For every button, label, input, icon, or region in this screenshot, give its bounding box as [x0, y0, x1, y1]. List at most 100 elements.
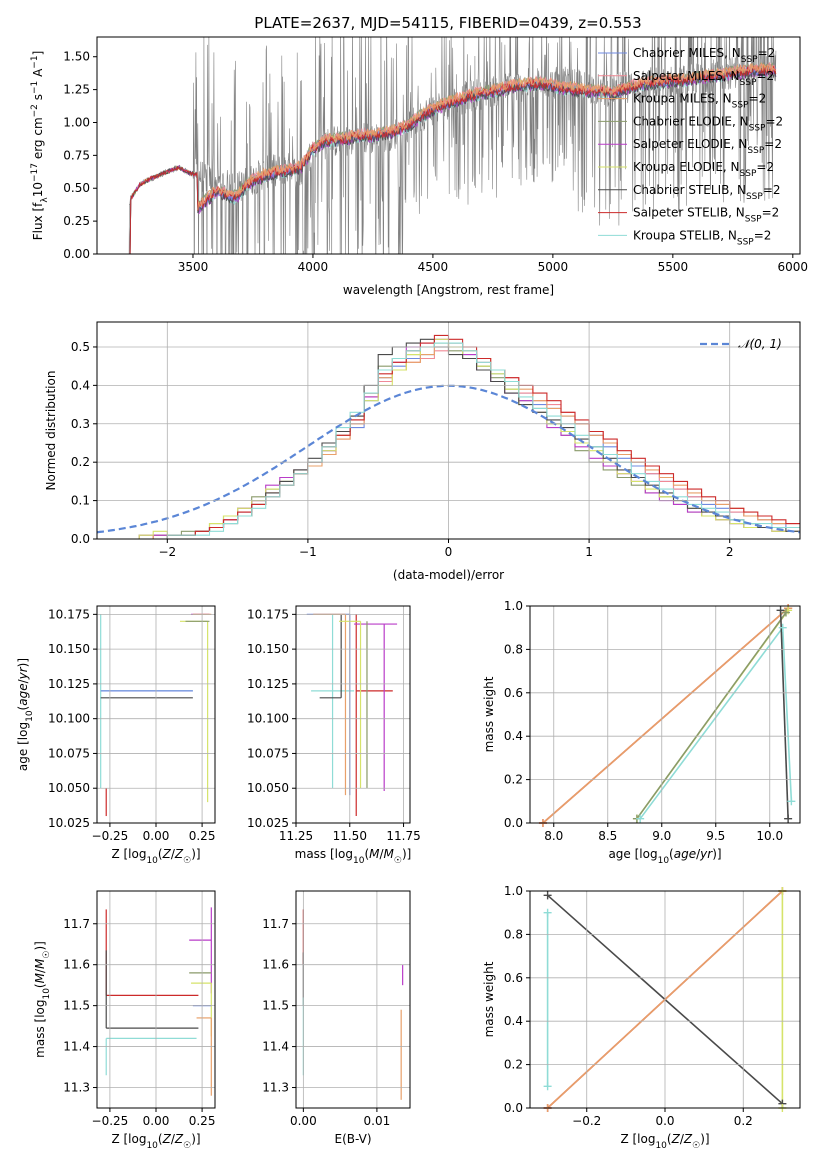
mass_vs_ebv-plot-area — [302, 909, 404, 1100]
massweight_vs_z-xtick-label: 0.2 — [734, 1114, 753, 1128]
massweight_vs_age-ytick-label: 0.0 — [504, 816, 523, 830]
spectrum: 3500 4000 4500 5000 5500 6000 0.00 0.25 0.50 0.75… — [30, 36, 809, 297]
age_vs_mass-ytick-label: 10.175 — [247, 607, 289, 621]
age_vs_mass-ytick-label: 10.075 — [247, 746, 289, 760]
massweight_vs_age-xtick-label: 9.5 — [706, 829, 725, 843]
residuals-ytick-label: 0.2 — [71, 455, 90, 469]
residuals-frame — [96, 321, 801, 540]
mass_vs_ebv-ytick-label: 11.5 — [262, 999, 289, 1013]
age_vs_z-ytick-label: 10.100 — [48, 712, 90, 726]
weight-line — [542, 607, 789, 823]
spectrum-model-line — [122, 64, 777, 254]
massweight_vs_z-ytick-label: 1.0 — [504, 884, 523, 898]
residuals-xtick-label: −1 — [299, 545, 317, 559]
residuals-xtick-label: 2 — [726, 545, 734, 559]
spectrum-frame — [96, 36, 801, 255]
massweight_vs_age-xtick-label: 8.5 — [598, 829, 617, 843]
spectrum-xtick-label: 3500 — [178, 260, 209, 274]
age_vs_z-xlabel: Z [log10(Z/Z☉)] — [111, 847, 200, 866]
legend-entry: Kroupa MILES, NSSP=2 — [633, 92, 766, 111]
spectrum-xlabel: wavelength [Angstrom, rest frame] — [343, 283, 554, 297]
age_vs_z-xtick-label: 0.25 — [189, 829, 216, 843]
mass_vs_z-ytick-label: 11.7 — [63, 917, 90, 931]
legend-entry: Kroupa STELIB, NSSP=2 — [633, 228, 771, 247]
spectrum-ytick-label: 1.00 — [63, 115, 90, 129]
age_vs_mass-ytick-label: 10.025 — [247, 816, 289, 830]
massweight_vs_z-ytick-label: 0.0 — [504, 1101, 523, 1115]
massweight_vs_age-xtick-label: 10.0 — [756, 829, 783, 843]
massweight_vs_z-ytick-label: 0.2 — [504, 1058, 523, 1072]
mass_vs_z: −0.25 0.00 0.25 11.3 11.4 11.5 11.6 11.7 Z [log1… — [33, 890, 216, 1151]
spectrum-ytick-label: 0.75 — [63, 148, 90, 162]
age_vs_mass-xtick-label: 11.50 — [333, 829, 367, 843]
mass_vs_ebv-frame — [295, 890, 411, 1109]
massweight_vs_age-xlabel: age [log10(age/yr)] — [608, 847, 721, 866]
massweight_vs_z-xlabel: Z [log10(Z/Z☉)] — [620, 1132, 709, 1151]
legend-entry: Salpeter STELIB, NSSP=2 — [633, 206, 779, 225]
age_vs_mass-ytick-label: 10.150 — [247, 642, 289, 656]
age_vs_mass-plot-area — [306, 613, 398, 817]
mass_vs_z-ytick-label: 11.4 — [63, 1040, 90, 1054]
panels-group: 3500 4000 4500 5000 5500 60000.000.250.500.75… — [16, 36, 809, 1151]
legend-entry: Kroupa ELODIE, NSSP=2 — [633, 160, 774, 179]
massweight_vs_z-ytick-label: 0.8 — [504, 927, 523, 941]
spectrum-model-line — [122, 66, 777, 254]
age_vs_mass-xtick-label: 11.75 — [386, 829, 420, 843]
age_vs_z-xtick-label: 0.00 — [143, 829, 170, 843]
spectrum-xtick-label: 4500 — [418, 260, 449, 274]
age_vs_z-frame — [96, 605, 216, 824]
massweight_vs_age-ytick-label: 1.0 — [504, 599, 523, 613]
spectrum-xtick-label: 6000 — [778, 260, 809, 274]
age_vs_z-ytick-label: 10.075 — [48, 746, 90, 760]
weight-line — [779, 610, 789, 819]
massweight_vs_z-xtick-label: 0.0 — [655, 1114, 674, 1128]
age_vs_z-xtick-label: −0.25 — [92, 829, 129, 843]
weight-marker — [636, 814, 645, 823]
massweight_vs_z-ylabel: mass weight — [482, 961, 496, 1037]
weight-marker — [543, 1082, 552, 1091]
massweight_vs_age-ytick-label: 0.4 — [504, 729, 523, 743]
residuals-ytick-label: 0.3 — [71, 417, 90, 431]
spectrum-ylabel: Flux [fλ10−17 erg cm−2 s−1 A−1] — [30, 51, 50, 241]
massweight_vs_age-ytick-label: 0.6 — [504, 686, 523, 700]
age_vs_z-ytick-label: 10.125 — [48, 677, 90, 691]
spectrum-ytick-label: 1.25 — [63, 83, 90, 97]
age_vs_mass-xtick-label: 11.25 — [279, 829, 313, 843]
weight-marker — [776, 606, 785, 615]
legend-entry: Chabrier MILES, NSSP=2 — [633, 46, 775, 65]
spectrum-ytick-label: 0.25 — [63, 214, 90, 228]
residuals-ytick-label: 0.4 — [71, 378, 90, 392]
mass_vs_z-xtick-label: 0.00 — [143, 1114, 170, 1128]
massweight_vs_age-frame — [529, 605, 801, 824]
residuals-ytick-label: 0.5 — [71, 340, 90, 354]
age_vs_z: −0.25 0.00 0.25 10.025 10.050 10.075 10.100 10.… — [16, 605, 216, 866]
spectrum-xtick-label: 5000 — [538, 260, 569, 274]
age_vs_mass: 11.25 11.50 11.75 10.025 10.050 10.075 10.100 1… — [247, 605, 421, 866]
age_vs_mass-ytick-label: 10.125 — [247, 677, 289, 691]
massweight_vs_z-xtick-label: −0.2 — [572, 1114, 601, 1128]
residuals: −2 −1 0 1 2 0.0 0.1 0.2 0.3 0.4 0.5 (data-model)/er… — [44, 321, 801, 582]
residuals-xtick-label: 0 — [445, 545, 453, 559]
mass_vs_ebv-ytick-label: 11.7 — [262, 917, 289, 931]
weight-marker — [787, 797, 796, 806]
age_vs_z-ylabel: age [log10(age/yr)] — [16, 658, 35, 771]
spectrum-ytick-label: 1.50 — [63, 50, 90, 64]
mass_vs_z-ytick-label: 11.5 — [63, 999, 90, 1013]
weight-marker — [781, 608, 790, 617]
massweight_vs_age-ylabel: mass weight — [482, 676, 496, 752]
legend-entry: Chabrier STELIB, NSSP=2 — [633, 183, 781, 202]
massweight_vs_age-xtick-label: 9.0 — [652, 829, 671, 843]
residuals-ytick-label: 0.0 — [71, 532, 90, 546]
age_vs_mass-xlabel: mass [log10(M/M☉)] — [295, 847, 412, 866]
massweight_vs_age-ytick-label: 0.2 — [504, 773, 523, 787]
spectrum-plot-area — [121, 37, 777, 254]
age_vs_z-ytick-label: 10.025 — [48, 816, 90, 830]
mass_vs_z-ylabel: mass [log10(M/M☉)] — [33, 941, 52, 1058]
mass_vs_z-frame — [96, 890, 216, 1109]
spectrum-ytick-label: 0.00 — [63, 247, 90, 261]
spectrum-ytick-label: 0.50 — [63, 181, 90, 195]
weight-marker — [778, 623, 787, 632]
massweight_vs_z-ytick-label: 0.6 — [504, 971, 523, 985]
age_vs_z-ytick-label: 10.050 — [48, 781, 90, 795]
